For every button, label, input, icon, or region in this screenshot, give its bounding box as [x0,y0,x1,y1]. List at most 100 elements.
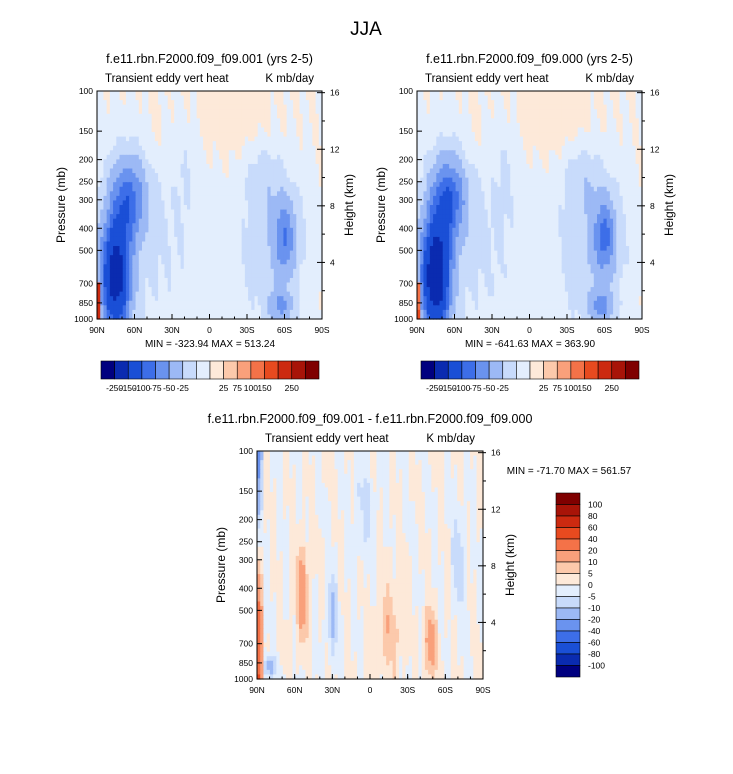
field-cell [555,91,560,97]
field-cell [106,214,111,220]
field-cell [312,309,317,316]
field-cell [487,177,492,183]
field-cell [135,182,140,188]
field-cell [251,195,256,202]
field-cell [196,159,201,165]
field-cell [158,186,162,192]
field-cell [187,209,191,215]
field-cell [215,291,220,297]
field-cell [455,182,460,188]
field-cell [510,150,515,156]
field-cell [510,109,515,115]
field-cell [177,209,182,215]
field-cell [164,200,169,206]
field-cell [299,109,304,115]
field-cell [219,255,223,261]
field-cell [174,264,178,270]
field-cell [577,122,582,129]
field-cell [100,314,105,320]
field-cell [260,255,265,261]
field-cell [122,91,127,97]
field-cell [484,177,489,183]
field-cell [119,296,124,302]
field-cell [270,109,275,115]
field-cell [215,209,220,215]
field-cell [248,305,252,311]
field-cell [138,200,143,206]
field-cell [619,177,624,183]
field-cell [318,268,323,274]
field-cell [545,136,550,142]
field-cell [523,173,527,179]
field-cell [590,113,595,119]
field-cell [122,282,127,288]
field-cell [270,246,275,252]
field-cell [289,182,294,188]
field-cell [109,277,114,284]
field-cell [584,104,588,110]
field-cell [212,227,217,233]
field-cell [106,209,111,215]
field-cell [212,104,217,110]
field-cell [564,122,569,129]
field-cell [302,282,307,288]
field-cell [212,314,217,320]
field-cell [254,291,259,297]
field-cell [222,259,227,265]
field-cell [260,246,265,252]
field-cell [516,113,521,119]
field-cell [170,127,175,133]
field-cell [315,168,320,174]
field-cell [593,113,598,119]
field-cell [151,205,156,211]
field-cell [206,145,211,151]
field-cell [206,250,211,256]
field-cell [244,163,249,170]
field-cell [180,104,185,110]
field-cell [503,141,508,147]
field-cell [193,100,198,106]
field-cell [164,291,169,297]
field-cell [561,141,566,147]
field-cell [103,159,108,165]
field-cell [296,136,301,142]
field-cell [286,173,291,179]
field-cell [417,127,421,133]
field-cell [296,145,301,151]
field-cell [603,150,608,156]
field-cell [273,236,278,243]
field-cell [564,132,569,138]
field-cell [142,277,146,284]
field-cell [462,104,466,110]
field-cell [584,177,588,183]
field-cell [283,200,288,206]
field-cell [616,91,621,97]
field-cell [215,236,220,243]
field-cell [299,182,304,188]
field-cell [196,287,201,293]
field-cell [241,163,246,170]
field-cell [529,136,534,142]
field-cell [196,168,201,174]
field-cell [161,296,166,302]
field-cell [312,277,317,284]
field-cell [568,118,572,124]
field-cell [248,186,252,192]
field-cell [568,109,572,115]
field-cell [270,214,275,220]
field-cell [212,141,217,147]
field-cell [260,113,265,119]
field-cell [209,227,214,233]
field-cell [103,264,108,270]
field-cell [577,154,582,160]
field-cell [148,109,153,115]
field-cell [503,91,508,97]
field-cell [471,141,476,147]
field-cell [539,95,543,101]
field-cell [254,136,259,142]
field-cell [238,246,243,252]
field-cell [219,163,223,170]
field-cell [507,118,511,124]
field-cell [283,223,288,229]
field-cell [280,277,285,284]
